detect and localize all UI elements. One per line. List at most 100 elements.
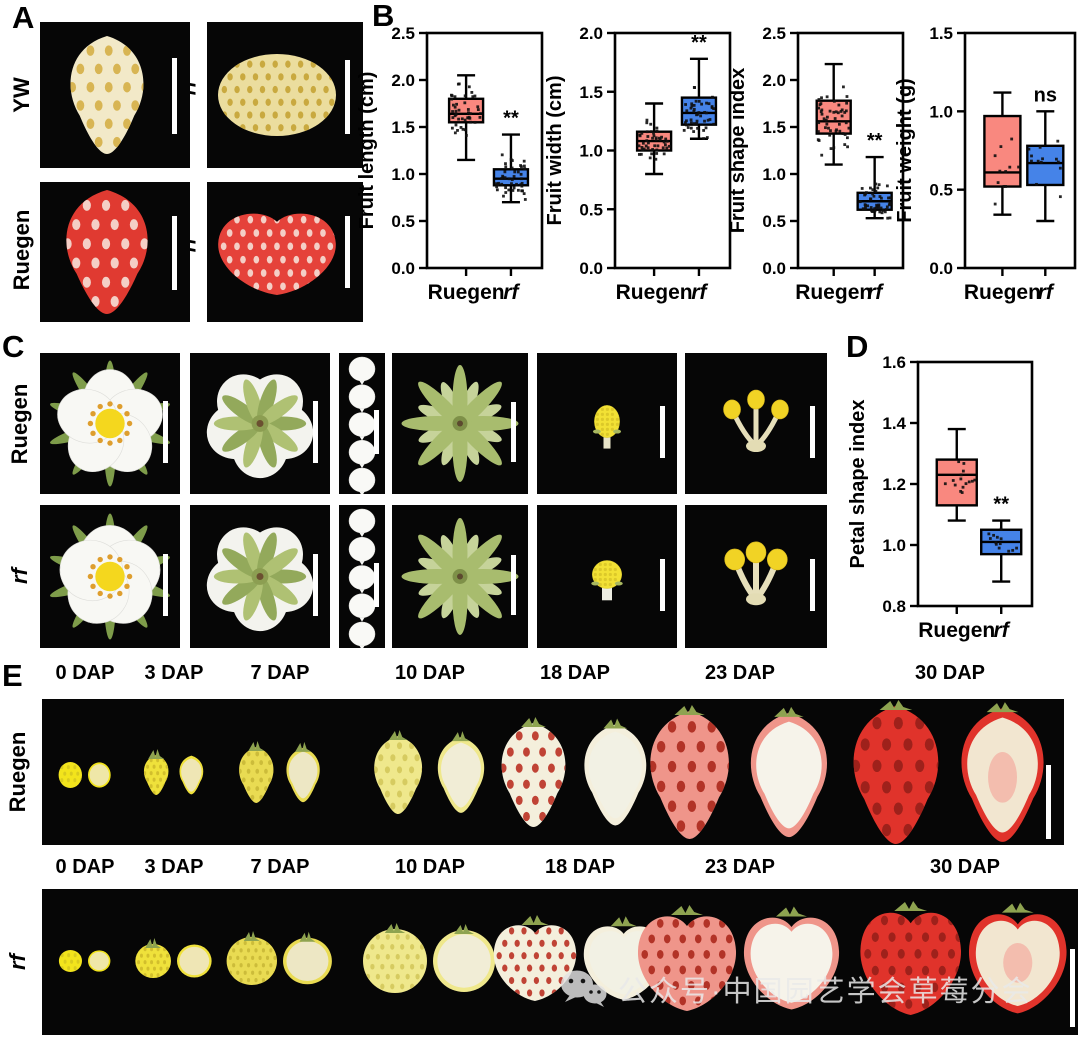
petal-series-image bbox=[348, 508, 376, 650]
scale-bar bbox=[345, 60, 350, 134]
photo-ruegen-petal-series bbox=[339, 353, 385, 496]
svg-text:Fruit shape index: Fruit shape index bbox=[727, 68, 749, 234]
svg-text:**: ** bbox=[867, 130, 883, 152]
svg-text:1.6: 1.6 bbox=[882, 353, 906, 372]
svg-text:1.5: 1.5 bbox=[762, 118, 786, 137]
svg-text:0.5: 0.5 bbox=[762, 212, 786, 231]
calyx-image bbox=[401, 365, 519, 482]
svg-text:0.0: 0.0 bbox=[391, 259, 415, 278]
photo-rf-receptacle bbox=[537, 505, 677, 648]
svg-text:**: ** bbox=[993, 494, 1009, 516]
flower-back-image bbox=[206, 374, 314, 479]
svg-text:2.5: 2.5 bbox=[391, 24, 415, 43]
development-stages-image bbox=[58, 901, 1075, 1027]
svg-text:Ruegen: Ruegen bbox=[918, 619, 995, 642]
photo-strip-rf bbox=[42, 889, 1078, 1035]
boxplot-fruit-shape-index: Fruit shape index 0.0 0.5 1.0 1.5 2.0 2.5 Ruege… bbox=[727, 24, 905, 304]
svg-text:1.0: 1.0 bbox=[391, 165, 415, 184]
photo-ruegen-fruit bbox=[40, 182, 190, 322]
svg-text:ns: ns bbox=[1034, 84, 1057, 106]
svg-text:1.0: 1.0 bbox=[929, 102, 953, 121]
svg-text:1.5: 1.5 bbox=[579, 83, 603, 102]
dap-label-rf-10dap: 10 DAP bbox=[394, 856, 466, 878]
scale-bar bbox=[374, 562, 379, 607]
photo-yw-rf-fruit bbox=[207, 22, 363, 168]
panel-e-row-label-rf: rf bbox=[5, 954, 30, 970]
scale-bar bbox=[660, 405, 665, 458]
svg-text:2.0: 2.0 bbox=[391, 71, 415, 90]
panel-c-row-label-ruegen: Ruegen bbox=[7, 383, 32, 465]
scale-bar bbox=[345, 216, 350, 288]
svg-text:Fruit length (cm): Fruit length (cm) bbox=[356, 72, 378, 230]
svg-text:Fruit width (cm): Fruit width (cm) bbox=[544, 76, 566, 226]
svg-text:Petal shape index: Petal shape index bbox=[847, 400, 869, 569]
dap-label-ruegen-3dap: 3 DAP bbox=[144, 662, 204, 684]
dap-label-ruegen-18dap: 18 DAP bbox=[539, 662, 611, 684]
svg-text:**: ** bbox=[691, 32, 707, 54]
svg-text:1.5: 1.5 bbox=[929, 24, 953, 43]
svg-text:rf: rf bbox=[503, 281, 520, 304]
petal-series-image bbox=[348, 356, 376, 496]
svg-text:Ruegen: Ruegen bbox=[795, 281, 872, 304]
photo-rf-stamens bbox=[685, 505, 827, 648]
panel-a-label: A bbox=[12, 0, 35, 35]
panel-a-row-label-yw: YW bbox=[9, 77, 34, 113]
calyx-image bbox=[401, 518, 519, 635]
photo-ruegen-calyx bbox=[392, 353, 528, 494]
scale-bar bbox=[313, 400, 318, 463]
svg-text:1.0: 1.0 bbox=[579, 142, 603, 161]
svg-text:rf: rf bbox=[994, 619, 1011, 642]
photo-yw-fruit bbox=[40, 22, 190, 168]
photo-rf-flower-front bbox=[40, 505, 180, 648]
dap-label-rf-30dap: 30 DAP bbox=[929, 856, 1001, 878]
flower-back-image bbox=[206, 527, 314, 632]
svg-text:**: ** bbox=[503, 108, 519, 130]
dap-label-rf-0dap: 0 DAP bbox=[55, 856, 115, 878]
yw-fruit-image bbox=[70, 36, 144, 154]
svg-text:1.0: 1.0 bbox=[762, 165, 786, 184]
panel-e-row-label-ruegen: Ruegen bbox=[5, 731, 30, 813]
svg-text:Fruit weight (g): Fruit weight (g) bbox=[894, 78, 916, 222]
svg-text:Ruegen: Ruegen bbox=[964, 281, 1041, 304]
svg-text:0.8: 0.8 bbox=[882, 597, 906, 616]
svg-text:0.5: 0.5 bbox=[391, 212, 415, 231]
panel-c-label: C bbox=[2, 329, 25, 364]
svg-text:rf: rf bbox=[867, 281, 884, 304]
svg-text:rf: rf bbox=[691, 281, 708, 304]
ruegen-rf-fruit-image bbox=[218, 213, 336, 295]
boxplot-fruit-length: Fruit length (cm) 0.0 0.5 1.0 1.5 2.0 2.5 Ruege… bbox=[356, 24, 544, 304]
stamens-image bbox=[724, 541, 788, 606]
scale-bar bbox=[313, 553, 318, 616]
watermark-text: 公众号·中国园艺学会草莓分会 bbox=[618, 976, 1033, 1008]
svg-text:2.0: 2.0 bbox=[762, 71, 786, 90]
svg-text:Ruegen: Ruegen bbox=[616, 281, 693, 304]
photo-rf-flower-back bbox=[190, 505, 330, 648]
scale-bar bbox=[163, 553, 168, 616]
scale-bar bbox=[511, 554, 516, 615]
svg-text:0.0: 0.0 bbox=[762, 259, 786, 278]
panel-a-row-label-ruegen: Ruegen bbox=[9, 209, 34, 291]
scale-bar bbox=[810, 405, 815, 458]
dap-label-rf-23dap: 23 DAP bbox=[704, 856, 776, 878]
photo-rf-calyx bbox=[392, 505, 528, 648]
scale-bar bbox=[374, 409, 379, 454]
dap-label-ruegen-7dap: 7 DAP bbox=[250, 662, 310, 684]
panel-e-label: E bbox=[2, 658, 23, 693]
photo-ruegen-receptacle bbox=[537, 353, 677, 494]
svg-text:rf: rf bbox=[1038, 281, 1055, 304]
photo-rf-petal-series bbox=[339, 505, 385, 650]
photo-ruegen-flower-back bbox=[190, 353, 330, 494]
svg-text:1.2: 1.2 bbox=[882, 475, 906, 494]
dap-label-ruegen-30dap: 30 DAP bbox=[914, 662, 986, 684]
watermark: 公众号·中国园艺学会草莓分会 bbox=[560, 968, 1033, 1010]
yw-rf-fruit-image bbox=[218, 54, 336, 136]
receptacle-image bbox=[592, 405, 622, 449]
panel-d-label: D bbox=[846, 329, 869, 364]
panel-b-label: B bbox=[372, 0, 395, 33]
flower-front-image bbox=[50, 360, 170, 487]
photo-ruegen-rf-fruit bbox=[207, 182, 363, 322]
dap-label-ruegen-10dap: 10 DAP bbox=[394, 662, 466, 684]
scale-bar bbox=[1046, 765, 1051, 839]
